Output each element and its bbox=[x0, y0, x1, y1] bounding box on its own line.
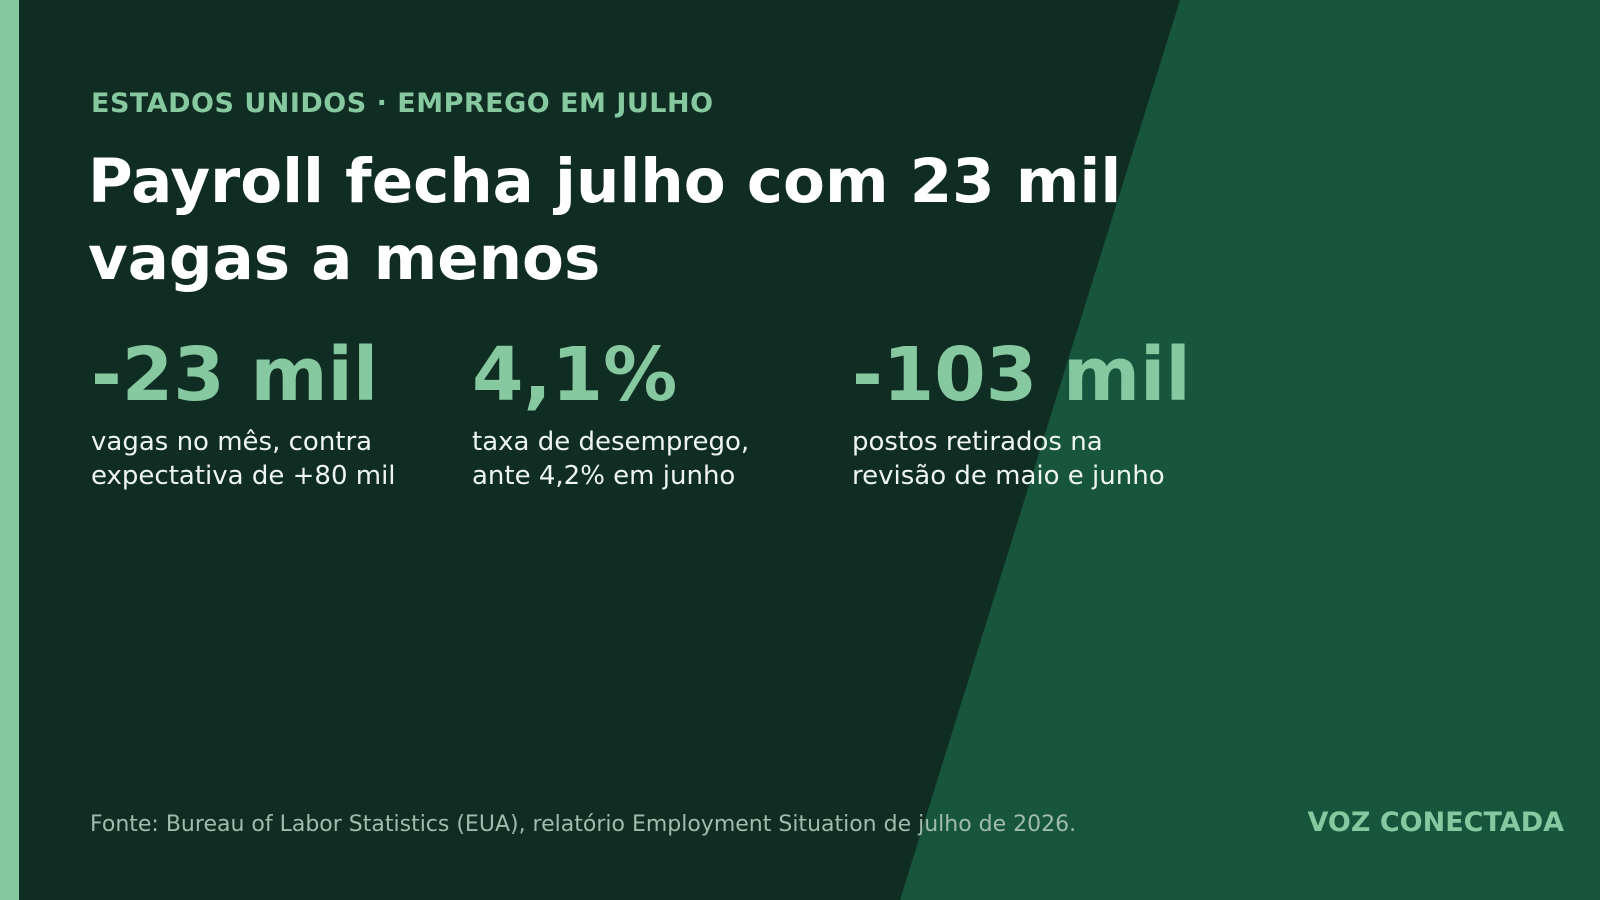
source: Fonte: Bureau of Labor Statistics (EUA),… bbox=[90, 812, 1077, 837]
background-shape bbox=[900, 0, 1600, 900]
stat-value: -103 mil bbox=[852, 332, 1191, 418]
stat-description: postos retirados na revisão de maio e ju… bbox=[852, 427, 1165, 491]
kicker: ESTADOS UNIDOS · EMPREGO EM JULHO bbox=[91, 88, 714, 119]
stat-description: vagas no mês, contra expectativa de +80 … bbox=[91, 427, 396, 491]
stat-value: -23 mil bbox=[91, 332, 379, 418]
stat: 4,1% taxa de desemprego, ante 4,2% em jun… bbox=[472, 330, 832, 493]
stat: -103 mil postos retirados na revisão de m… bbox=[852, 330, 1212, 493]
stat-value: 4,1% bbox=[472, 332, 678, 418]
headline: Payroll fecha julho com 23 mil vagas a m… bbox=[88, 146, 1122, 294]
stat-description: taxa de desemprego, ante 4,2% em junho bbox=[472, 427, 750, 491]
brand: VOZ CONECTADA bbox=[1307, 807, 1565, 838]
stat: -23 mil vagas no mês, contra expectativa … bbox=[91, 330, 451, 493]
accent-bar bbox=[0, 0, 19, 900]
